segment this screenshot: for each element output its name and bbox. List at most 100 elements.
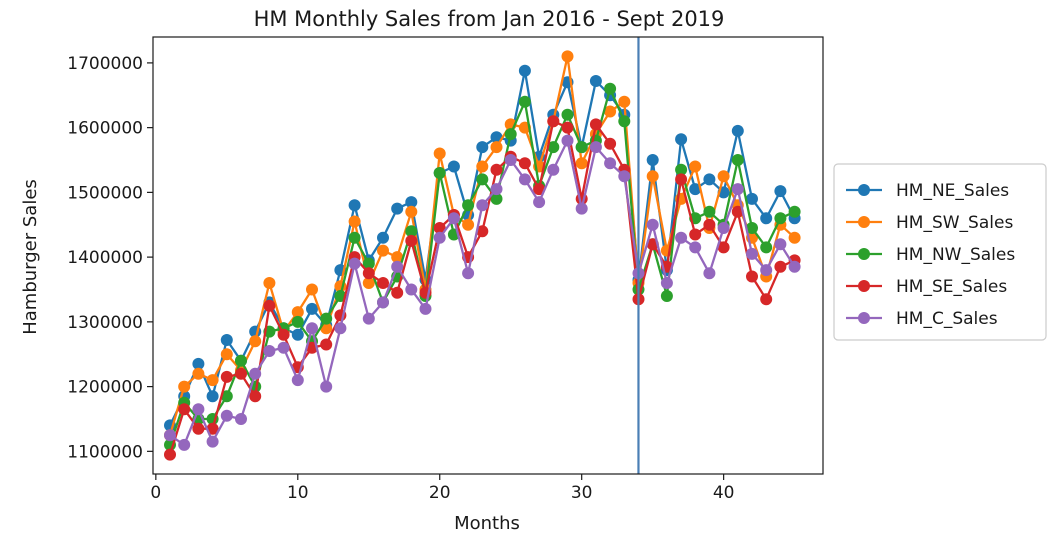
data-point — [235, 367, 247, 380]
data-point — [731, 183, 744, 196]
legend-item: HM_NW_Sales — [846, 245, 1015, 265]
data-point — [320, 338, 333, 351]
data-point — [192, 357, 205, 370]
data-point — [504, 154, 517, 166]
data-point — [604, 157, 617, 170]
data-point — [774, 238, 787, 251]
data-point — [703, 267, 716, 280]
data-point — [362, 312, 375, 325]
data-point — [547, 163, 560, 176]
data-point — [788, 260, 801, 273]
data-point — [575, 202, 588, 215]
legend-item: HM_C_Sales — [846, 309, 998, 329]
data-point — [518, 64, 531, 77]
data-point — [462, 267, 475, 280]
legend-item: HM_NE_Sales — [846, 181, 1009, 201]
data-point — [391, 202, 404, 215]
data-point — [348, 257, 361, 270]
data-point — [717, 170, 730, 183]
data-point — [391, 251, 404, 264]
data-point — [220, 390, 233, 403]
data-point — [476, 160, 489, 173]
data-point — [291, 315, 304, 328]
data-point — [377, 296, 389, 309]
data-point — [589, 118, 602, 131]
legend-label: HM_SW_Sales — [896, 213, 1013, 233]
data-point — [178, 380, 191, 393]
legend-label: HM_C_Sales — [896, 309, 998, 329]
data-point — [433, 222, 446, 234]
data-point — [547, 141, 560, 154]
data-point — [206, 422, 219, 435]
data-point — [206, 374, 219, 387]
axes-frame — [152, 36, 824, 475]
data-point — [476, 173, 489, 186]
data-point — [675, 133, 688, 146]
data-point — [561, 134, 574, 147]
data-point — [604, 105, 617, 118]
data-point — [263, 299, 276, 312]
data-point — [660, 290, 673, 302]
data-point — [646, 154, 659, 166]
data-point — [263, 277, 276, 289]
legend: HM_NE_Sales HM_SW_Sales HM_NW_Sales HM_SE_S… — [833, 163, 1047, 341]
y-tick-label: 1200000 — [67, 378, 143, 398]
data-point — [575, 157, 588, 170]
data-point — [746, 247, 758, 260]
plot-area: 0 10 20 30 40 1100000 1200000 1300000 1400000 150… — [67, 36, 824, 503]
legend-item: HM_SW_Sales — [846, 213, 1013, 233]
data-point — [746, 192, 758, 205]
data-point — [320, 312, 333, 325]
y-tick-label: 1600000 — [67, 119, 143, 139]
data-point — [433, 231, 446, 244]
data-point — [746, 222, 758, 234]
data-point — [788, 231, 801, 244]
data-point — [447, 160, 460, 173]
data-point — [235, 354, 247, 367]
data-point — [774, 185, 787, 198]
series-HM_SE_Sales — [164, 115, 801, 461]
data-point — [760, 212, 773, 225]
y-axis-label: Hamburger Sales — [20, 179, 41, 335]
data-point — [788, 205, 801, 218]
data-point — [249, 335, 262, 348]
data-point — [618, 170, 631, 183]
data-point — [362, 257, 375, 270]
legend-label: HM_SE_Sales — [896, 277, 1007, 297]
data-point — [164, 429, 176, 442]
data-point — [518, 95, 531, 108]
data-point — [348, 215, 361, 228]
data-point — [618, 115, 631, 128]
data-point — [277, 341, 290, 354]
data-point — [462, 199, 475, 212]
data-point — [306, 322, 318, 335]
data-point — [377, 277, 389, 289]
data-point — [689, 228, 702, 241]
data-point — [348, 231, 361, 244]
data-point — [362, 277, 375, 289]
data-point — [462, 218, 475, 231]
data-point — [703, 205, 716, 218]
data-point — [291, 374, 304, 387]
data-point — [604, 137, 617, 150]
legend-item: HM_SE_Sales — [846, 277, 1007, 297]
data-point — [490, 192, 503, 205]
legend-label: HM_NE_Sales — [896, 181, 1009, 201]
legend-marker — [858, 216, 870, 228]
data-point — [220, 370, 233, 383]
data-point — [306, 283, 318, 296]
data-point — [561, 121, 574, 134]
data-point — [405, 283, 418, 296]
x-axis-label: Months — [454, 513, 520, 534]
data-point — [391, 286, 404, 299]
data-point — [291, 328, 304, 341]
data-point — [306, 302, 318, 315]
data-point — [447, 212, 460, 225]
data-point — [703, 173, 716, 186]
data-point — [589, 141, 602, 154]
data-point — [206, 435, 219, 448]
data-point — [760, 241, 773, 254]
data-point — [377, 244, 389, 257]
data-point — [476, 225, 489, 238]
data-point — [433, 167, 446, 179]
